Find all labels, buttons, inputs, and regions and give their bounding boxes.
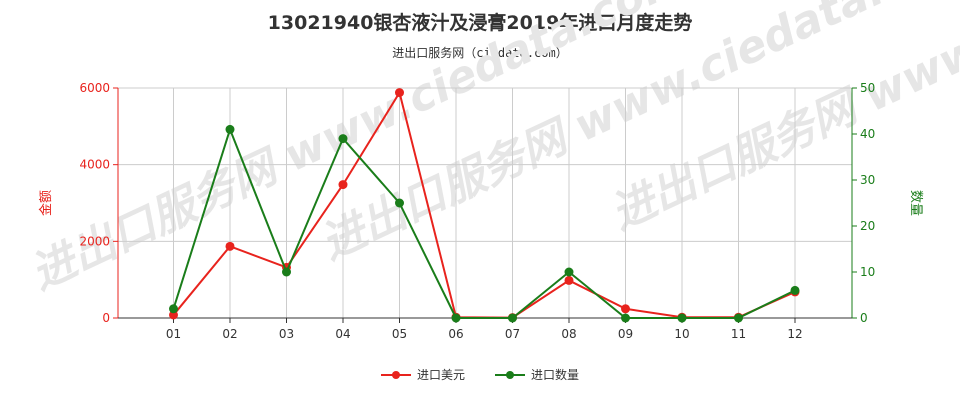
y-left-tick-label-1: 2000 — [79, 234, 110, 248]
x-tick-label-10: 11 — [731, 327, 746, 341]
y-right-tick-label-0: 0 — [860, 311, 868, 325]
series-0-point-7 — [564, 275, 574, 285]
x-tick-label-8: 09 — [618, 327, 633, 341]
legend-label-amount: 进口美元 — [416, 368, 465, 382]
x-tick-label-1: 02 — [222, 327, 237, 341]
axes: 0 2000 4000 6000 0 10 20 30 40 50 01 02 03 04 05 06 07 08… — [38, 81, 923, 341]
y-right-tick-label-2: 20 — [860, 219, 875, 233]
y-axis-right-title: 数量 — [908, 190, 923, 216]
legend-swatch-amount — [380, 369, 411, 381]
series-1-point-4 — [395, 198, 404, 208]
series-1-point-2 — [282, 267, 291, 277]
series-line-1 — [172, 126, 796, 319]
y-right-tick-label-1: 10 — [860, 265, 875, 279]
legend-item-quantity[interactable]: 进口数量 — [495, 366, 579, 383]
y-right-tick-label-4: 40 — [860, 127, 875, 141]
y-right-tick-label-3: 30 — [860, 173, 875, 187]
series-1-point-11 — [790, 285, 800, 295]
y-left-tick-label-3: 6000 — [79, 81, 110, 95]
x-tick-label-6: 07 — [505, 327, 520, 341]
x-tick-label-5: 06 — [448, 327, 463, 341]
series-layer — [169, 88, 800, 323]
x-tick-label-11: 12 — [787, 327, 802, 341]
x-tick-label-0: 01 — [166, 327, 181, 341]
y-left-tick-label-0: 0 — [102, 311, 110, 325]
series-1-point-1 — [225, 124, 235, 134]
series-0-point-3 — [338, 180, 348, 190]
x-tick-label-4: 05 — [392, 327, 407, 341]
series-1-point-5 — [451, 313, 461, 323]
y-axis-left-title: 金额 — [38, 190, 54, 216]
series-line-0 — [172, 90, 796, 319]
legend: 进口美元 进口数量 — [0, 366, 960, 383]
y-right-tick-label-5: 50 — [860, 81, 875, 95]
x-tick-label-7: 08 — [561, 327, 576, 341]
x-tick-label-2: 03 — [279, 327, 294, 341]
series-1-point-6 — [508, 313, 517, 323]
series-1-point-10 — [734, 313, 743, 323]
series-0-point-8 — [621, 304, 630, 314]
series-1-point-0 — [169, 304, 178, 314]
legend-item-amount[interactable]: 进口美元 — [380, 366, 465, 383]
legend-label-quantity: 进口数量 — [531, 368, 580, 382]
series-1-point-8 — [621, 313, 630, 323]
series-1-point-7 — [564, 267, 574, 277]
y-left-tick-label-2: 4000 — [79, 158, 110, 172]
chart-title: 13021940银杏液汁及浸膏2019年进口月度走势 — [267, 12, 693, 34]
series-0-point-1 — [225, 241, 235, 251]
x-tick-label-9: 10 — [674, 327, 689, 341]
series-0-point-4 — [395, 88, 404, 98]
legend-swatch-quantity — [495, 369, 525, 381]
chart-subtitle: 进出口服务网（ciedata.com） — [392, 46, 568, 60]
series-1-point-3 — [338, 134, 348, 144]
series-1-point-9 — [677, 313, 687, 323]
x-tick-label-3: 04 — [335, 327, 350, 341]
